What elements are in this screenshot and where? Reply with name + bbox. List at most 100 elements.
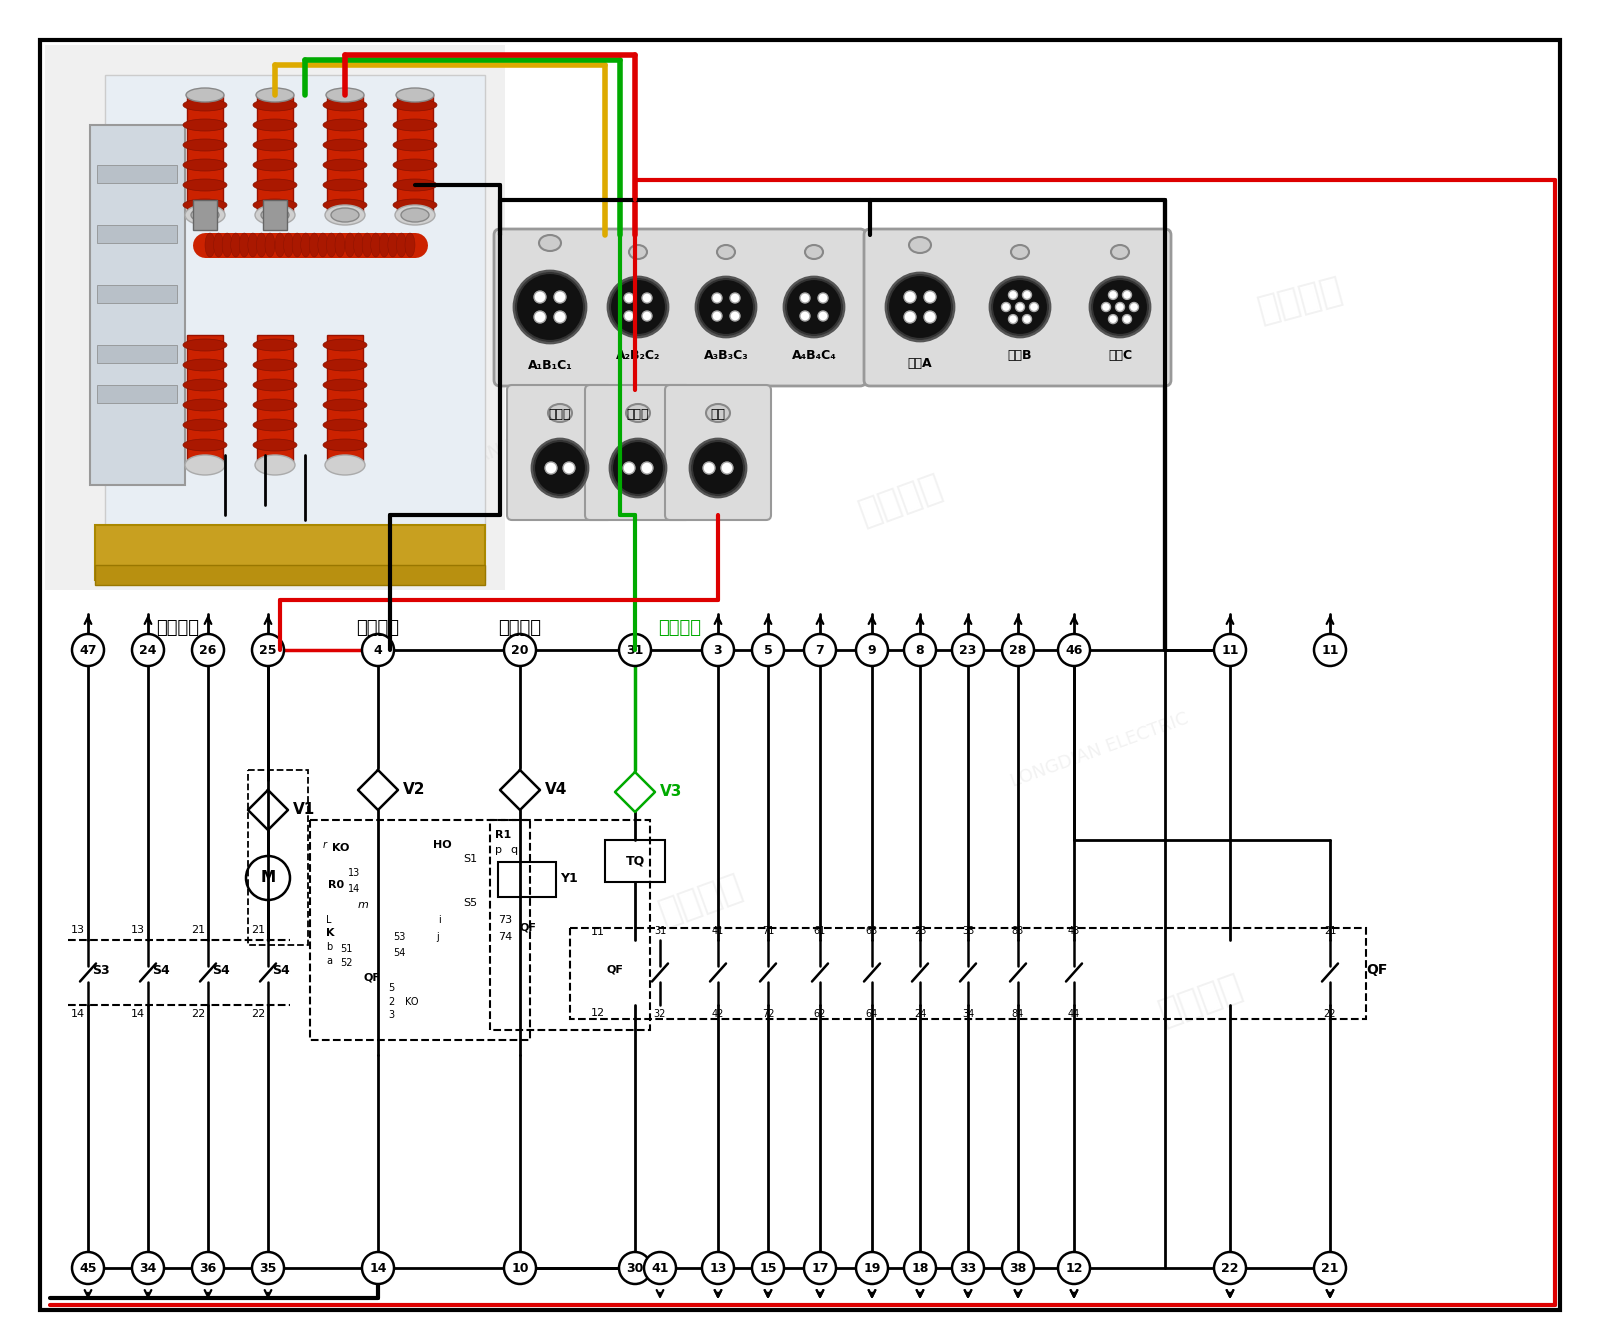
Circle shape	[925, 311, 936, 323]
Ellipse shape	[371, 234, 381, 258]
Text: 34: 34	[139, 1262, 157, 1275]
Ellipse shape	[323, 419, 366, 431]
Text: A₁B₁C₁: A₁B₁C₁	[528, 359, 573, 372]
Text: 44: 44	[1067, 1009, 1080, 1019]
Circle shape	[856, 634, 888, 666]
Text: KO: KO	[333, 842, 349, 853]
Circle shape	[1022, 291, 1032, 299]
Text: 外触发: 外触发	[627, 409, 650, 421]
Ellipse shape	[888, 275, 952, 339]
Ellipse shape	[610, 279, 666, 335]
Text: 3: 3	[714, 643, 722, 657]
Circle shape	[624, 292, 634, 303]
Text: 25: 25	[259, 643, 277, 657]
Ellipse shape	[275, 234, 285, 258]
Ellipse shape	[301, 234, 310, 258]
Circle shape	[131, 634, 165, 666]
Bar	[90, 125, 186, 485]
Text: M: M	[261, 870, 275, 885]
Ellipse shape	[691, 441, 744, 495]
Circle shape	[904, 634, 936, 666]
Text: QF: QF	[1366, 963, 1387, 977]
Ellipse shape	[784, 276, 845, 336]
Text: QF: QF	[606, 965, 622, 975]
Text: 31: 31	[626, 643, 643, 657]
Text: 龙电电气: 龙电电气	[853, 469, 947, 531]
Text: 传感C: 传感C	[1107, 348, 1133, 362]
Ellipse shape	[394, 199, 437, 211]
Text: 传感A: 传感A	[907, 356, 933, 370]
Circle shape	[805, 634, 835, 666]
Ellipse shape	[186, 206, 226, 226]
Text: 13: 13	[70, 925, 85, 934]
Circle shape	[1109, 291, 1117, 299]
Circle shape	[1314, 1252, 1346, 1284]
Text: 46: 46	[1066, 643, 1083, 657]
Text: S4: S4	[211, 964, 230, 976]
Text: 传感B: 传感B	[1008, 348, 1032, 362]
Bar	[187, 335, 222, 465]
FancyBboxPatch shape	[864, 230, 1171, 386]
Ellipse shape	[514, 271, 586, 343]
Ellipse shape	[182, 379, 227, 391]
Text: QF: QF	[520, 922, 538, 933]
Circle shape	[952, 1252, 984, 1284]
Text: 4: 4	[374, 643, 382, 657]
Ellipse shape	[253, 359, 298, 371]
Bar	[94, 565, 485, 585]
Circle shape	[643, 1252, 675, 1284]
Ellipse shape	[248, 234, 258, 258]
Text: 33: 33	[960, 1262, 976, 1275]
Circle shape	[1058, 634, 1090, 666]
Ellipse shape	[323, 139, 366, 151]
Ellipse shape	[253, 159, 298, 171]
Text: S1: S1	[462, 854, 477, 864]
Bar	[326, 95, 363, 215]
Text: KO: KO	[405, 997, 419, 1007]
Ellipse shape	[253, 199, 298, 211]
Text: 22: 22	[251, 1009, 266, 1019]
Ellipse shape	[992, 279, 1048, 335]
Ellipse shape	[182, 199, 227, 211]
Bar	[187, 95, 222, 215]
Circle shape	[534, 311, 546, 323]
Ellipse shape	[323, 179, 366, 191]
Circle shape	[554, 311, 566, 323]
Ellipse shape	[256, 234, 267, 258]
Text: 13: 13	[349, 868, 360, 878]
Text: 32: 32	[654, 1009, 666, 1019]
Bar	[326, 335, 363, 465]
Text: 龙电电气: 龙电电气	[253, 270, 347, 331]
Bar	[45, 45, 506, 590]
Bar	[194, 200, 218, 230]
Bar	[98, 384, 178, 403]
Text: 合闸回路: 合闸回路	[357, 619, 400, 637]
Text: S4: S4	[272, 964, 290, 976]
Text: a: a	[326, 956, 333, 967]
Text: 52: 52	[339, 959, 352, 968]
Text: 35: 35	[259, 1262, 277, 1275]
Circle shape	[1022, 315, 1032, 323]
Ellipse shape	[323, 199, 366, 211]
Ellipse shape	[1110, 246, 1130, 259]
Text: 9: 9	[867, 643, 877, 657]
Text: 72: 72	[762, 1009, 774, 1019]
Circle shape	[72, 634, 104, 666]
Ellipse shape	[805, 246, 822, 259]
Text: 11: 11	[590, 926, 605, 937]
Ellipse shape	[186, 455, 226, 475]
Ellipse shape	[253, 99, 298, 111]
Text: q: q	[510, 845, 517, 854]
Ellipse shape	[334, 234, 346, 258]
Circle shape	[362, 634, 394, 666]
Text: 8: 8	[915, 643, 925, 657]
Text: 21: 21	[1322, 1262, 1339, 1275]
Ellipse shape	[230, 234, 240, 258]
Text: 28: 28	[1010, 643, 1027, 657]
Ellipse shape	[325, 206, 365, 226]
Text: 内触发: 内触发	[549, 409, 571, 421]
FancyBboxPatch shape	[586, 384, 691, 521]
Ellipse shape	[182, 99, 227, 111]
Text: V4: V4	[546, 782, 568, 797]
Ellipse shape	[253, 399, 298, 411]
